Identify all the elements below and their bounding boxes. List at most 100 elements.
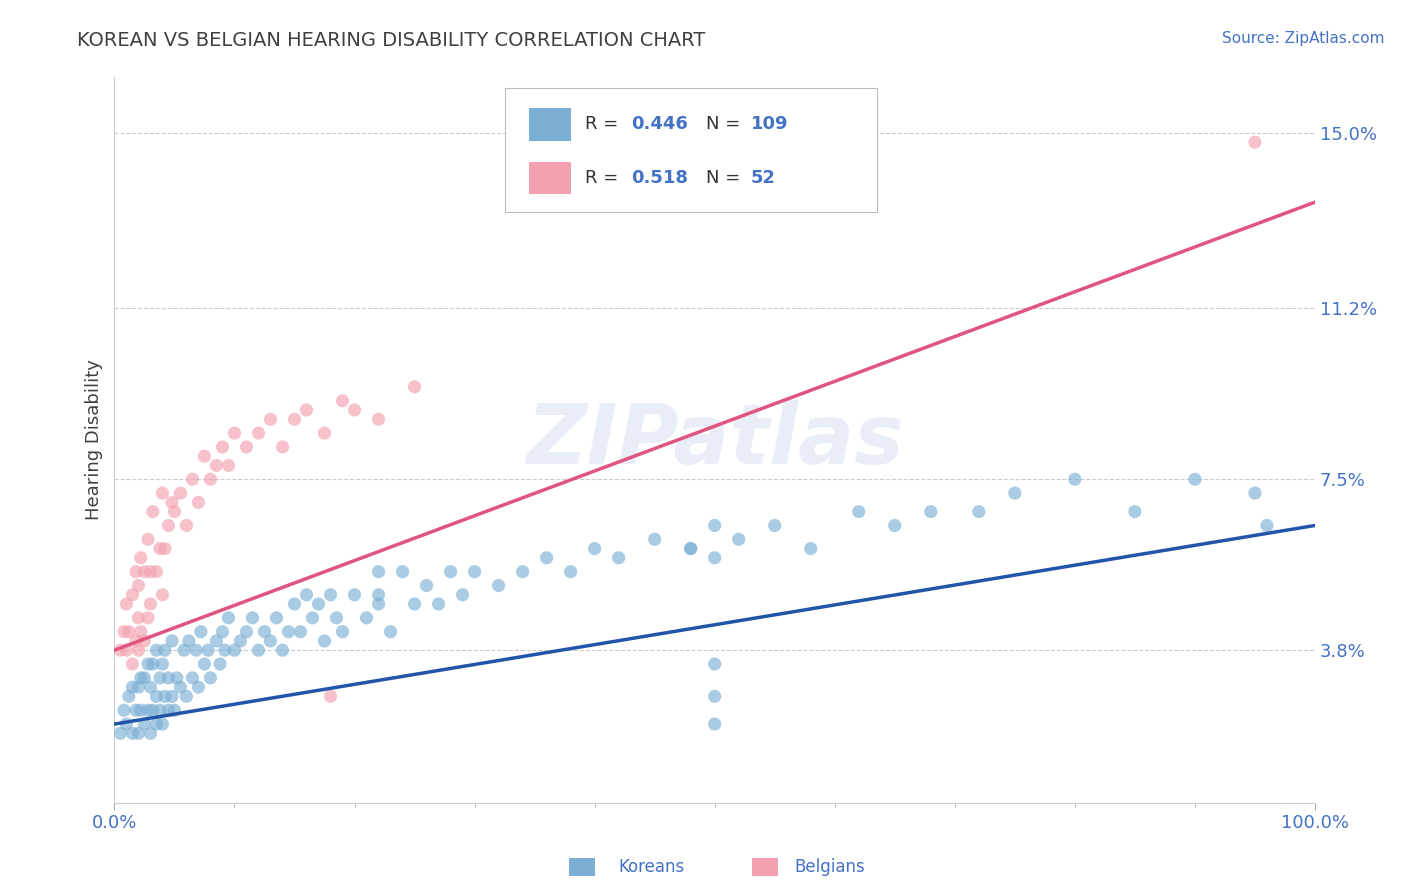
- Point: [214, 643, 236, 657]
- Point: [190, 624, 212, 639]
- Point: [224, 643, 246, 657]
- Point: [134, 565, 156, 579]
- Point: [176, 518, 198, 533]
- Point: [464, 565, 486, 579]
- Point: [451, 588, 474, 602]
- Point: [110, 643, 132, 657]
- Point: [181, 671, 204, 685]
- Point: [139, 726, 162, 740]
- Point: [166, 671, 188, 685]
- Point: [193, 657, 215, 671]
- Point: [152, 657, 174, 671]
- Point: [235, 624, 257, 639]
- Point: [308, 597, 330, 611]
- Point: [295, 588, 318, 602]
- Point: [290, 624, 312, 639]
- Point: [139, 565, 162, 579]
- Point: [488, 578, 510, 592]
- Point: [134, 671, 156, 685]
- Point: [259, 634, 281, 648]
- Point: [142, 657, 165, 671]
- Point: [332, 393, 354, 408]
- Point: [319, 690, 342, 704]
- Point: [153, 541, 176, 556]
- Point: [325, 611, 347, 625]
- Text: R =: R =: [585, 169, 624, 186]
- Point: [157, 518, 180, 533]
- Point: [332, 624, 354, 639]
- Point: [121, 588, 143, 602]
- Point: [1063, 472, 1085, 486]
- Point: [295, 403, 318, 417]
- Point: [129, 624, 152, 639]
- Point: [157, 703, 180, 717]
- Point: [145, 643, 167, 657]
- Point: [883, 518, 905, 533]
- Point: [184, 643, 207, 657]
- Point: [607, 550, 630, 565]
- Point: [314, 634, 336, 648]
- Point: [259, 412, 281, 426]
- Point: [145, 565, 167, 579]
- Point: [118, 624, 141, 639]
- Point: [217, 458, 239, 473]
- Point: [283, 597, 305, 611]
- Point: [176, 690, 198, 704]
- Point: [427, 597, 450, 611]
- Point: [129, 550, 152, 565]
- Point: [1123, 505, 1146, 519]
- Point: [703, 657, 725, 671]
- Point: [247, 426, 270, 441]
- Point: [367, 597, 389, 611]
- Point: [129, 671, 152, 685]
- Point: [343, 588, 366, 602]
- Point: [967, 505, 990, 519]
- Point: [703, 717, 725, 731]
- Point: [160, 634, 183, 648]
- Point: [277, 624, 299, 639]
- Point: [118, 690, 141, 704]
- Point: [121, 680, 143, 694]
- Text: Koreans: Koreans: [619, 858, 685, 876]
- Point: [229, 634, 252, 648]
- Point: [125, 634, 148, 648]
- Point: [343, 403, 366, 417]
- Point: [367, 588, 389, 602]
- Point: [127, 680, 149, 694]
- FancyBboxPatch shape: [505, 88, 877, 211]
- Point: [209, 657, 232, 671]
- Point: [235, 440, 257, 454]
- Point: [142, 505, 165, 519]
- Point: [153, 643, 176, 657]
- Point: [153, 690, 176, 704]
- Text: N =: N =: [706, 169, 747, 186]
- Point: [125, 703, 148, 717]
- Point: [169, 486, 191, 500]
- Point: [1184, 472, 1206, 486]
- Point: [560, 565, 582, 579]
- Point: [136, 657, 159, 671]
- Y-axis label: Hearing Disability: Hearing Disability: [86, 359, 103, 520]
- Point: [679, 541, 702, 556]
- Text: R =: R =: [585, 115, 624, 134]
- Point: [512, 565, 534, 579]
- Point: [193, 449, 215, 463]
- Point: [391, 565, 413, 579]
- Point: [136, 703, 159, 717]
- Text: N =: N =: [706, 115, 747, 134]
- Point: [271, 440, 294, 454]
- Point: [356, 611, 378, 625]
- Point: [800, 541, 823, 556]
- Text: ZIPatlas: ZIPatlas: [526, 400, 904, 481]
- Point: [177, 634, 200, 648]
- Point: [253, 624, 276, 639]
- Point: [149, 703, 172, 717]
- Point: [110, 726, 132, 740]
- Point: [127, 643, 149, 657]
- Point: [763, 518, 786, 533]
- Point: [1004, 486, 1026, 500]
- Point: [127, 611, 149, 625]
- Point: [703, 690, 725, 704]
- Point: [160, 495, 183, 509]
- Point: [173, 643, 195, 657]
